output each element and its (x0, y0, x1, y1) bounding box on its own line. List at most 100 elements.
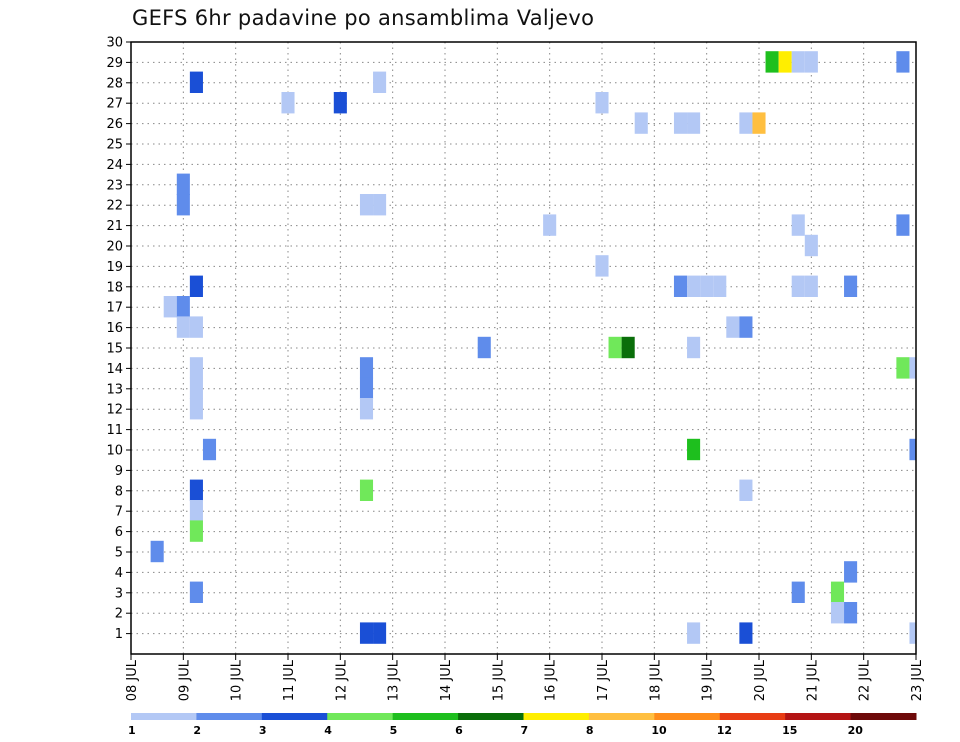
precip-cell (909, 438, 916, 461)
colorbar-segment (588, 713, 655, 720)
grid-layer (131, 41, 916, 654)
colorbar-label: 7 (521, 724, 529, 737)
colorbar-label: 12 (717, 724, 732, 737)
precip-cell (739, 316, 753, 338)
y-tick-label: 16 (106, 321, 123, 336)
precip-cell (373, 622, 387, 644)
x-tick-label: 08 JUL (125, 659, 140, 701)
colorbar-label: 6 (455, 724, 463, 737)
precip-cell (189, 398, 203, 420)
x-tick-label: 22 JUL (858, 659, 873, 701)
precip-cell (333, 92, 347, 114)
precip-cell (765, 51, 779, 73)
precip-cell (359, 357, 374, 379)
precip-cell (176, 173, 190, 195)
cells-layer (150, 51, 916, 644)
x-tick-label: 20 JUL (753, 659, 768, 701)
precip-cell (373, 194, 387, 216)
precip-cell (608, 336, 622, 359)
x-tick-label: 14 JUL (439, 659, 454, 701)
colorbar-label: 8 (586, 724, 594, 737)
precip-cell (189, 275, 203, 297)
y-tick-label: 14 (106, 362, 123, 377)
colorbar-segment (719, 713, 786, 720)
chart-title: GEFS 6hr padavine po ansamblima Valjevo (132, 6, 595, 30)
precip-cell (909, 357, 916, 379)
y-tick-label: 17 (106, 301, 123, 316)
precip-cell (804, 51, 818, 73)
precip-cell (359, 194, 374, 216)
precip-cell (896, 214, 910, 236)
x-tick-label: 15 JUL (491, 659, 506, 701)
x-tick-label: 23 JUL (910, 659, 925, 701)
y-axis: 1234567891011121314151617181920212223242… (106, 36, 131, 642)
precip-cell (189, 479, 203, 501)
precip-cell (189, 500, 203, 522)
precip-cell (739, 479, 753, 501)
precip-cell (595, 92, 609, 114)
precip-cell (189, 377, 203, 399)
y-tick-label: 27 (106, 97, 123, 112)
precip-cell (844, 561, 858, 583)
y-tick-label: 22 (106, 199, 123, 214)
x-tick-label: 13 JUL (387, 659, 402, 701)
precip-cell (359, 398, 374, 420)
precip-cell (477, 336, 491, 359)
colorbar-label: 3 (259, 724, 267, 737)
precip-cell (791, 51, 805, 73)
y-tick-label: 11 (106, 423, 123, 438)
colorbar-segment (327, 713, 394, 720)
precip-cell (176, 296, 190, 318)
colorbar-label: 10 (651, 724, 667, 737)
y-tick-label: 1 (115, 627, 123, 642)
colorbar-label: 4 (324, 724, 332, 737)
y-tick-label: 8 (115, 484, 123, 499)
y-tick-label: 25 (106, 138, 123, 153)
precip-cell (176, 194, 190, 216)
y-tick-label: 28 (106, 76, 123, 91)
precip-cell (189, 357, 203, 379)
precip-cell (595, 255, 609, 277)
y-tick-label: 10 (106, 444, 123, 459)
y-tick-label: 21 (106, 219, 123, 234)
precip-cell (778, 51, 792, 73)
colorbar-segment (850, 713, 917, 720)
colorbar-label: 2 (193, 724, 201, 737)
colorbar-label: 15 (782, 724, 797, 737)
precip-cell (202, 438, 217, 461)
y-tick-label: 4 (115, 566, 123, 581)
y-tick-label: 9 (115, 464, 123, 479)
colorbar-label: 20 (848, 724, 864, 737)
y-tick-label: 6 (115, 525, 123, 540)
precip-cell (687, 622, 701, 644)
precip-cell (687, 112, 701, 134)
y-tick-label: 18 (106, 280, 123, 295)
colorbar-segment (654, 713, 721, 720)
y-tick-label: 30 (106, 36, 123, 51)
precip-cell (752, 112, 766, 134)
precip-cell (673, 275, 688, 297)
colorbar-segment (261, 713, 328, 720)
precip-cell (896, 51, 910, 73)
precip-cell (359, 377, 374, 399)
precip-cell (189, 316, 203, 338)
y-tick-label: 12 (106, 403, 123, 418)
precip-cell (359, 622, 374, 644)
y-tick-label: 29 (106, 56, 123, 71)
precip-cell (543, 214, 557, 236)
precip-cell (726, 316, 740, 338)
precip-cell (713, 275, 727, 297)
precip-cell (830, 581, 845, 603)
y-tick-label: 2 (115, 607, 123, 622)
precip-cell (189, 581, 203, 603)
y-tick-label: 19 (106, 260, 123, 275)
y-tick-label: 24 (106, 158, 123, 173)
precip-cell (687, 438, 701, 461)
y-tick-label: 23 (106, 178, 123, 193)
colorbar-segment (196, 713, 263, 720)
precip-cell (373, 71, 387, 93)
colorbar-label: 1 (128, 724, 136, 737)
y-tick-label: 5 (115, 546, 123, 561)
precip-cell (791, 214, 805, 236)
